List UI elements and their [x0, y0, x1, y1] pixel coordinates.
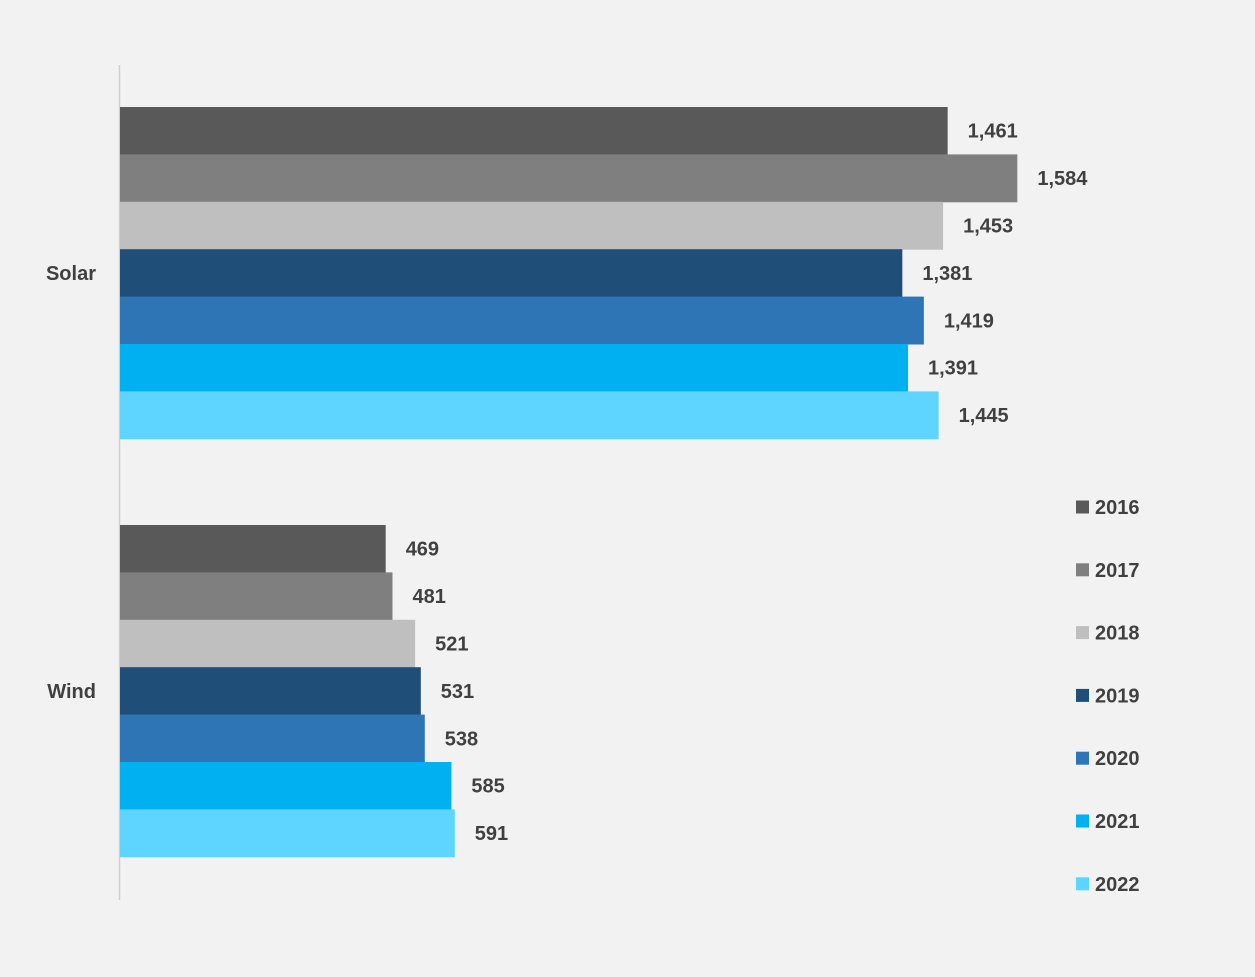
value-label-wind-2022: 591 [475, 823, 508, 845]
bar-solar-2022 [120, 391, 939, 440]
legend-label-2018: 2018 [1095, 623, 1140, 645]
value-label-wind-2017: 481 [412, 586, 445, 608]
value-label-solar-2021: 1,391 [928, 358, 978, 380]
bar-wind-2021 [120, 762, 452, 810]
bar-wind-2022 [120, 809, 455, 858]
value-label-wind-2018: 521 [435, 634, 468, 656]
value-label-solar-2016: 1,461 [968, 121, 1018, 143]
value-label-solar-2019: 1,381 [922, 263, 972, 285]
bar-solar-2021 [120, 344, 909, 392]
value-label-solar-2020: 1,419 [944, 310, 994, 332]
value-label-solar-2018: 1,453 [963, 216, 1013, 238]
legend-item-2021: 2021 [1076, 811, 1140, 833]
legend-swatch-2016 [1076, 500, 1089, 514]
bar-wind-2019 [120, 667, 421, 716]
legend-label-2021: 2021 [1095, 811, 1140, 833]
value-label-solar-2022: 1,445 [959, 405, 1009, 427]
bar-wind-2017 [120, 572, 393, 621]
value-label-wind-2019: 531 [441, 681, 474, 703]
legend-swatch-2020 [1076, 751, 1089, 765]
value-label-solar-2017: 1,584 [1037, 168, 1088, 190]
legend: 2016 2017 2018 2019 2020 2021 2022 [1076, 497, 1140, 896]
legend-item-2018: 2018 [1076, 623, 1140, 645]
legend-label-2017: 2017 [1095, 560, 1140, 582]
legend-item-2016: 2016 [1076, 497, 1140, 519]
bar-solar-2017 [120, 154, 1018, 203]
value-labels-layer: 1,461 1,584 1,453 1,381 1,419 1,391 1,445 469 48… [406, 121, 1089, 845]
bar-solar-2016 [120, 107, 948, 155]
legend-label-2016: 2016 [1095, 497, 1140, 519]
category-label-wind: Wind [47, 681, 96, 703]
legend-item-2019: 2019 [1076, 685, 1140, 707]
bar-wind-2018 [120, 619, 416, 668]
bars-layer [120, 107, 1018, 858]
legend-item-2020: 2020 [1076, 748, 1140, 770]
legend-label-2022: 2022 [1095, 874, 1140, 896]
legend-item-2022: 2022 [1076, 874, 1140, 896]
bar-solar-2020 [120, 296, 924, 345]
legend-swatch-2019 [1076, 688, 1089, 702]
legend-label-2019: 2019 [1095, 685, 1140, 707]
bar-wind-2016 [120, 525, 386, 573]
bar-wind-2020 [120, 714, 425, 763]
bar-solar-2019 [120, 249, 903, 298]
legend-swatch-2018 [1076, 626, 1089, 640]
legend-swatch-2021 [1076, 814, 1089, 828]
category-labels-layer: Solar Wind [46, 263, 96, 703]
category-label-solar: Solar [46, 263, 96, 285]
legend-label-2020: 2020 [1095, 748, 1140, 770]
value-label-wind-2016: 469 [406, 539, 439, 561]
legend-item-2017: 2017 [1076, 560, 1140, 582]
value-label-wind-2021: 585 [471, 776, 504, 798]
legend-swatch-2022 [1076, 877, 1089, 891]
value-label-wind-2020: 538 [445, 728, 478, 750]
legend-swatch-2017 [1076, 563, 1089, 577]
bar-solar-2018 [120, 201, 944, 250]
